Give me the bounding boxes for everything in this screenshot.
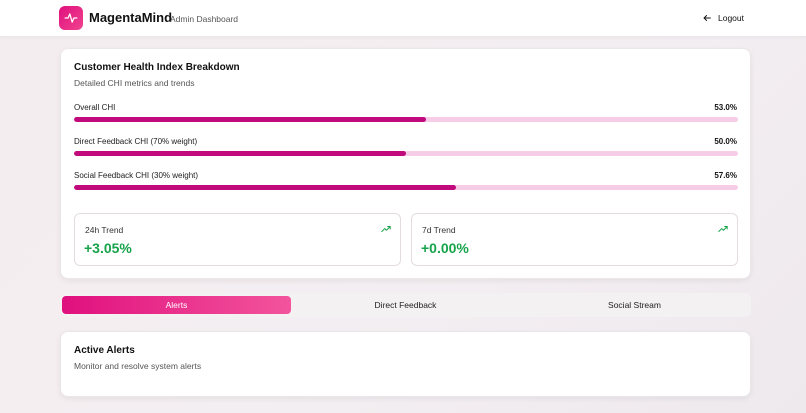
trend-label-7d: 7d Trend xyxy=(422,225,456,235)
trend-card-24h: 24h Trend +3.05% xyxy=(74,213,401,266)
tab-social-stream[interactable]: Social Stream xyxy=(608,300,661,310)
alerts-subtitle: Monitor and resolve system alerts xyxy=(74,361,202,371)
trend-card-7d: 7d Trend +0.00% xyxy=(411,213,738,266)
app-logo[interactable] xyxy=(59,6,83,30)
metric-value-overall: 53.0% xyxy=(714,103,737,112)
alerts-title: Active Alerts xyxy=(74,345,135,356)
trending-up-icon xyxy=(718,226,728,232)
card-title: Customer Health Index Breakdown xyxy=(74,62,240,73)
progress-bar-overall xyxy=(74,117,738,122)
tab-bar: Alerts Direct Feedback Social Stream xyxy=(60,293,751,317)
metric-label-social: Social Feedback CHI (30% weight) xyxy=(74,171,199,180)
activity-pulse-icon xyxy=(64,13,78,23)
brand-name: MagentaMind xyxy=(89,10,173,25)
card-subtitle: Detailed CHI metrics and trends xyxy=(74,78,195,88)
brand-subtitle: Admin Dashboard xyxy=(170,14,239,24)
logout-label: Logout xyxy=(718,13,744,23)
progress-fill-direct xyxy=(74,151,406,156)
trend-value-24h: +3.05% xyxy=(84,240,132,256)
logout-button[interactable]: Logout xyxy=(702,11,744,25)
metric-value-social: 57.6% xyxy=(714,171,737,180)
trending-up-icon xyxy=(381,226,391,232)
metric-label-direct: Direct Feedback CHI (70% weight) xyxy=(74,137,198,146)
progress-bar-social xyxy=(74,185,738,190)
progress-fill-overall xyxy=(74,117,426,122)
progress-fill-social xyxy=(74,185,457,190)
progress-bar-direct xyxy=(74,151,738,156)
active-alerts-card: Active Alerts Monitor and resolve system… xyxy=(60,331,751,397)
metric-value-direct: 50.0% xyxy=(714,137,737,146)
chi-breakdown-card: Customer Health Index Breakdown Detailed… xyxy=(60,48,751,279)
top-header: MagentaMind Admin Dashboard Logout xyxy=(0,0,806,37)
tab-direct-feedback[interactable]: Direct Feedback xyxy=(374,300,437,310)
trend-label-24h: 24h Trend xyxy=(85,225,124,235)
trend-value-7d: +0.00% xyxy=(421,240,469,256)
metric-label-overall: Overall CHI xyxy=(74,103,116,112)
tab-alerts[interactable]: Alerts xyxy=(62,296,291,314)
arrow-left-icon xyxy=(703,15,711,21)
